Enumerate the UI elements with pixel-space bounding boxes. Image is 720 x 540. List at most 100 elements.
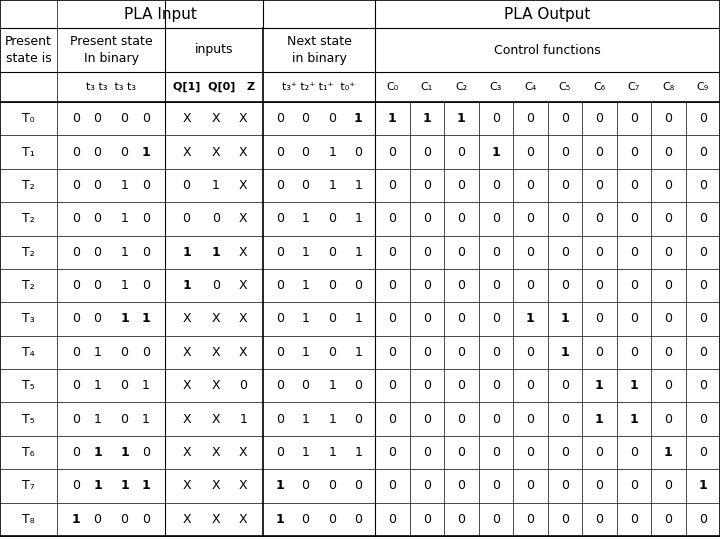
Text: 0: 0 [665,313,672,326]
Text: C₆: C₆ [593,82,606,92]
Text: 0: 0 [630,112,638,125]
Text: 0: 0 [423,279,431,292]
Text: 0: 0 [665,146,672,159]
Text: 1: 1 [94,413,102,426]
Text: 0: 0 [423,413,431,426]
Text: 1: 1 [302,413,310,426]
Text: 0: 0 [595,480,603,492]
Text: X: X [212,480,220,492]
Text: T₈: T₈ [22,513,35,526]
Text: 1: 1 [354,313,362,326]
Text: T₁: T₁ [22,146,35,159]
Text: X: X [212,112,220,125]
Text: 0: 0 [526,146,534,159]
Text: 1: 1 [354,179,362,192]
Text: 0: 0 [276,313,284,326]
Text: 0: 0 [276,179,284,192]
Text: 0: 0 [492,179,500,192]
Text: 1: 1 [491,146,500,159]
Text: 0: 0 [423,246,431,259]
Text: 0: 0 [698,413,707,426]
Text: 0: 0 [526,446,534,459]
Text: 0: 0 [94,513,102,526]
Text: X: X [182,513,191,526]
Text: 0: 0 [492,279,500,292]
Text: 0: 0 [526,379,534,392]
Text: T₇: T₇ [22,480,35,492]
Text: 0: 0 [561,179,569,192]
Text: 1: 1 [302,446,310,459]
Text: X: X [239,279,248,292]
Text: 0: 0 [665,179,672,192]
Text: 1: 1 [302,346,310,359]
Text: 0: 0 [354,279,362,292]
Text: 0: 0 [328,212,336,225]
Text: 1: 1 [302,313,310,326]
Text: 1: 1 [276,513,284,526]
Text: 0: 0 [276,413,284,426]
Text: 0: 0 [72,112,80,125]
Text: T₅: T₅ [22,379,35,392]
Text: 0: 0 [526,513,534,526]
Text: 0: 0 [561,112,569,125]
Text: X: X [212,446,220,459]
Text: 1: 1 [182,246,191,259]
Text: 1: 1 [142,413,150,426]
Text: 0: 0 [276,246,284,259]
Text: 0: 0 [665,112,672,125]
Text: X: X [182,480,191,492]
Text: 0: 0 [595,112,603,125]
Text: 1: 1 [302,246,310,259]
Text: 0: 0 [698,313,707,326]
Text: 0: 0 [526,212,534,225]
Text: C₈: C₈ [662,82,675,92]
Text: T₅: T₅ [22,413,35,426]
Text: 1: 1 [423,112,431,125]
Text: 0: 0 [423,212,431,225]
Text: 0: 0 [457,413,465,426]
Text: 0: 0 [354,379,362,392]
Text: 0: 0 [94,212,102,225]
Text: t₃⁺ t₂⁺ t₁⁺  t₀⁺: t₃⁺ t₂⁺ t₁⁺ t₀⁺ [282,82,356,92]
Text: 0: 0 [457,246,465,259]
Text: 0: 0 [595,279,603,292]
Text: 0: 0 [630,513,638,526]
Text: 0: 0 [457,313,465,326]
Text: X: X [239,446,248,459]
Text: 1: 1 [120,179,128,192]
Text: 0: 0 [328,346,336,359]
Text: 0: 0 [388,480,396,492]
Text: 0: 0 [526,112,534,125]
Text: X: X [182,313,191,326]
Text: T₄: T₄ [22,346,35,359]
Text: 0: 0 [698,446,707,459]
Text: 0: 0 [72,413,80,426]
Text: 0: 0 [665,212,672,225]
Text: 0: 0 [492,480,500,492]
Text: 0: 0 [388,246,396,259]
Text: 0: 0 [698,513,707,526]
Text: 0: 0 [142,179,150,192]
Text: 0: 0 [698,246,707,259]
Text: 0: 0 [665,513,672,526]
Text: 0: 0 [561,480,569,492]
Text: X: X [212,379,220,392]
Text: 0: 0 [561,446,569,459]
Text: 1: 1 [142,313,150,326]
Text: X: X [182,346,191,359]
Text: T₃: T₃ [22,313,35,326]
Text: 0: 0 [630,279,638,292]
Text: 1: 1 [240,413,248,426]
Text: 0: 0 [665,279,672,292]
Text: 0: 0 [561,212,569,225]
Text: 0: 0 [526,279,534,292]
Text: 0: 0 [492,379,500,392]
Text: X: X [239,146,248,159]
Text: 0: 0 [388,446,396,459]
Text: 0: 0 [120,112,128,125]
Text: X: X [182,446,191,459]
Text: 1: 1 [276,480,284,492]
Text: 0: 0 [698,279,707,292]
Text: 0: 0 [302,480,310,492]
Text: 0: 0 [561,379,569,392]
